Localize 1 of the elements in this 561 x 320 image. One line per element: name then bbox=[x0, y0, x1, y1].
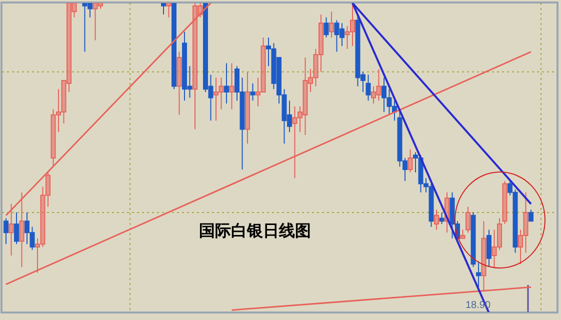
text: 国际白银日线图 bbox=[199, 222, 311, 240]
